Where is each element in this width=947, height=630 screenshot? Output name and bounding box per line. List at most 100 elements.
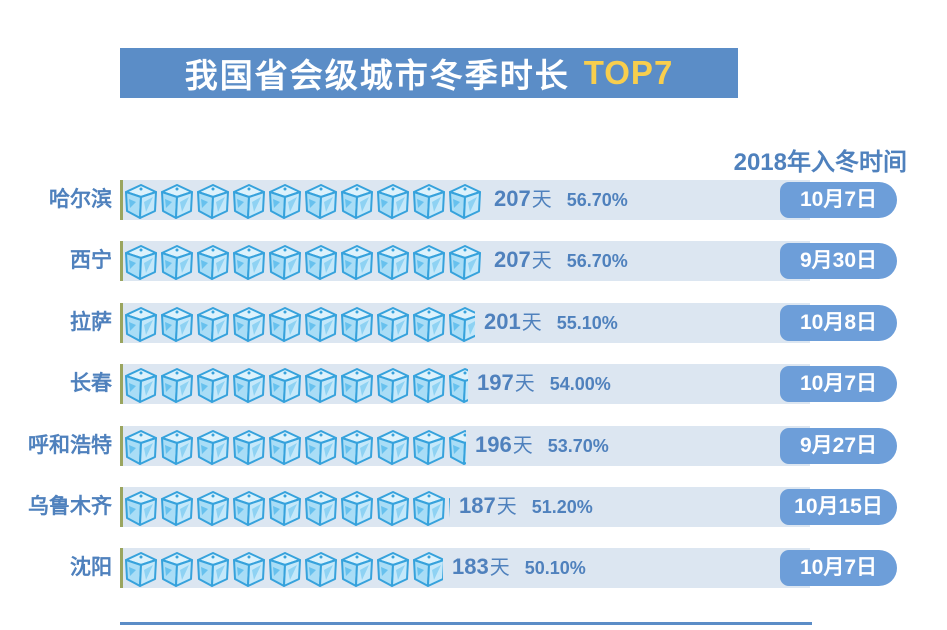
ice-cube-icon bbox=[375, 303, 411, 343]
ice-cube-icon bbox=[267, 487, 303, 527]
ice-cube-icon bbox=[267, 426, 303, 466]
city-label: 乌鲁木齐 bbox=[28, 495, 112, 518]
ice-cube-icon bbox=[159, 487, 195, 527]
ice-cube-icon bbox=[375, 364, 411, 404]
days-value: 183 bbox=[452, 553, 489, 579]
column-header: 2018年入冬时间 bbox=[733, 149, 907, 176]
days-unit: 天 bbox=[496, 495, 517, 518]
percent-value: 56.70% bbox=[566, 250, 628, 271]
ice-cube-icon bbox=[411, 426, 447, 466]
ice-cube-icon bbox=[267, 241, 303, 281]
ice-cube-icon bbox=[159, 241, 195, 281]
percent-value: 50.10% bbox=[524, 557, 586, 578]
chart-row: 拉萨 201天 55.10% 10月8日 bbox=[0, 303, 947, 343]
days-unit: 天 bbox=[512, 434, 533, 457]
ice-cube-icon bbox=[123, 364, 159, 404]
ice-cube-icon bbox=[447, 241, 483, 281]
ice-cube-icon bbox=[123, 180, 159, 220]
value-label: 187天 51.20% bbox=[459, 486, 593, 529]
ice-cube-icon bbox=[411, 548, 443, 588]
ice-cube-icon bbox=[159, 426, 195, 466]
days-unit: 天 bbox=[514, 372, 535, 395]
date-badge: 10月7日 bbox=[780, 182, 897, 218]
value-label: 197天 54.00% bbox=[477, 363, 611, 406]
ice-cube-icon bbox=[267, 548, 303, 588]
cube-bar bbox=[123, 241, 485, 281]
title-top7: TOP7 bbox=[583, 54, 674, 91]
ice-cube-icon bbox=[303, 487, 339, 527]
days-value: 196 bbox=[475, 431, 512, 457]
bar-band: 207天 56.70% bbox=[120, 241, 810, 281]
ice-cube-icon bbox=[195, 303, 231, 343]
axis-line bbox=[120, 241, 123, 281]
ice-cube-icon bbox=[231, 426, 267, 466]
value-label: 207天 56.70% bbox=[494, 240, 628, 283]
ice-cube-icon bbox=[303, 426, 339, 466]
ice-cube-icon bbox=[411, 180, 447, 220]
ice-cube-icon bbox=[195, 426, 231, 466]
days-unit: 天 bbox=[531, 249, 552, 272]
city-label: 拉萨 bbox=[70, 311, 112, 334]
chart-row: 长春 197天 54.00% 10月7日 bbox=[0, 364, 947, 404]
percent-value: 54.00% bbox=[549, 373, 611, 394]
ice-cube-icon bbox=[231, 548, 267, 588]
city-label: 哈尔滨 bbox=[49, 188, 112, 211]
axis-line bbox=[120, 180, 123, 220]
ice-cube-icon bbox=[267, 364, 303, 404]
days-value: 197 bbox=[477, 369, 514, 395]
days-unit: 天 bbox=[489, 556, 510, 579]
date-badge: 9月30日 bbox=[780, 243, 897, 279]
value-label: 196天 53.70% bbox=[475, 425, 609, 468]
ice-cube-icon bbox=[339, 364, 375, 404]
ice-cube-icon bbox=[375, 426, 411, 466]
cube-bar bbox=[123, 303, 475, 343]
ice-cube-icon bbox=[231, 364, 267, 404]
axis-line bbox=[120, 364, 123, 404]
ice-cube-icon bbox=[339, 548, 375, 588]
chart-row: 沈阳 183天 50.10% 10月7日 bbox=[0, 548, 947, 588]
ice-cube-icon bbox=[483, 180, 485, 220]
ice-cube-icon bbox=[159, 364, 195, 404]
axis-line bbox=[120, 426, 123, 466]
axis-line bbox=[120, 487, 123, 527]
cube-bar bbox=[123, 364, 468, 404]
ice-cube-icon bbox=[195, 364, 231, 404]
axis-line bbox=[120, 303, 123, 343]
ice-cube-icon bbox=[447, 364, 468, 404]
ice-cube-icon bbox=[159, 303, 195, 343]
date-badge: 10月8日 bbox=[780, 305, 897, 341]
ice-cube-icon bbox=[339, 426, 375, 466]
chart-row: 呼和浩特 196天 53.70% 9月27日 bbox=[0, 426, 947, 466]
ice-cube-icon bbox=[447, 487, 450, 527]
ice-cube-icon bbox=[123, 487, 159, 527]
bar-band: 207天 56.70% bbox=[120, 180, 810, 220]
ice-cube-icon bbox=[159, 180, 195, 220]
bar-band: 187天 51.20% bbox=[120, 487, 810, 527]
days-value: 187 bbox=[459, 492, 496, 518]
title-banner: 我国省会级城市冬季时长 TOP7 bbox=[120, 48, 738, 98]
ice-cube-icon bbox=[447, 426, 466, 466]
value-label: 201天 55.10% bbox=[484, 302, 618, 345]
days-unit: 天 bbox=[521, 311, 542, 334]
city-label: 呼和浩特 bbox=[28, 434, 112, 457]
value-label: 183天 50.10% bbox=[452, 547, 586, 590]
ice-cube-icon bbox=[411, 303, 447, 343]
city-label: 沈阳 bbox=[70, 556, 112, 579]
ice-cube-icon bbox=[231, 241, 267, 281]
ice-cube-icon bbox=[411, 364, 447, 404]
ice-cube-icon bbox=[303, 241, 339, 281]
ice-cube-icon bbox=[339, 241, 375, 281]
ice-cube-icon bbox=[303, 303, 339, 343]
days-value: 201 bbox=[484, 308, 521, 334]
date-badge: 10月15日 bbox=[780, 489, 897, 525]
ice-cube-icon bbox=[375, 180, 411, 220]
ice-cube-icon bbox=[195, 180, 231, 220]
ice-cube-icon bbox=[303, 364, 339, 404]
ice-cube-icon bbox=[267, 303, 303, 343]
ice-cube-icon bbox=[123, 426, 159, 466]
axis-line bbox=[120, 548, 123, 588]
city-label: 长春 bbox=[70, 372, 112, 395]
ice-cube-icon bbox=[483, 241, 485, 281]
cube-bar bbox=[123, 487, 450, 527]
